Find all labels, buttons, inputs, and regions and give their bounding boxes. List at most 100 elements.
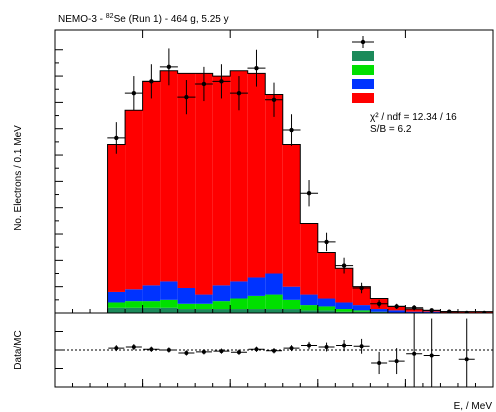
x-axis-label: E, / MeV [454, 401, 493, 412]
ratio-point-4 [184, 350, 189, 355]
ratio-y-axis [55, 331, 63, 369]
bar-internal-bgs-17 [405, 311, 423, 313]
bar-external-bgs-15 [370, 311, 388, 313]
bar-2-signal-8 [247, 73, 266, 278]
bar-internal-bgs-16 [387, 310, 406, 313]
bar-radon-bgs-1 [125, 301, 143, 308]
bar-external-bgs-11 [300, 310, 318, 313]
bar-external-bgs-13 [335, 311, 353, 313]
bar-radon-bgs-7 [230, 298, 248, 310]
data-point-11 [306, 191, 312, 196]
bar-radon-bgs-0 [107, 302, 126, 308]
ratio-point-14 [359, 344, 364, 349]
bar-2-signal-13 [335, 268, 353, 303]
bar-2-signal-11 [300, 223, 318, 295]
ratio-point-16 [394, 359, 399, 364]
ratio-point-17 [412, 351, 417, 356]
ratio-point-10 [289, 346, 294, 351]
ratio-points-group [108, 313, 475, 387]
legend-swatch-2 [352, 65, 374, 75]
bar-internal-bgs-9 [265, 273, 283, 295]
data-point-14 [359, 285, 364, 291]
ratio-point-1 [131, 345, 136, 350]
stacked-bars-group [107, 70, 493, 313]
bar-radon-bgs-14 [352, 310, 371, 312]
bar-radon-bgs-8 [247, 295, 266, 310]
bar-external-bgs-7 [230, 309, 248, 313]
data-point-3 [166, 64, 172, 70]
bar-radon-bgs-4 [177, 303, 196, 310]
bar-radon-bgs-12 [317, 306, 336, 311]
bar-internal-bgs-13 [335, 302, 353, 310]
bar-2-signal-7 [230, 70, 248, 282]
bar-internal-bgs-10 [282, 286, 301, 300]
legend [352, 36, 374, 103]
data-point-12 [324, 239, 329, 245]
bar-2-signal-14 [352, 286, 371, 306]
bar-internal-bgs-6 [212, 285, 231, 302]
bar-radon-bgs-10 [282, 299, 301, 310]
bar-radon-bgs-9 [265, 294, 283, 310]
bar-2-signal-3 [160, 70, 178, 282]
ratio-point-18 [429, 353, 434, 358]
bar-radon-bgs-6 [212, 301, 231, 310]
main-y-axis-label: No. Electrons / 0.1 MeV [13, 125, 24, 231]
data-point-9 [271, 97, 277, 102]
bar-internal-bgs-5 [195, 294, 213, 304]
ratio-point-12 [324, 345, 329, 350]
ratio-point-13 [342, 343, 347, 348]
bar-external-bgs-2 [142, 307, 161, 313]
bar-2-signal-1 [125, 110, 143, 290]
bar-internal-bgs-7 [230, 281, 248, 299]
bar-internal-bgs-12 [317, 298, 336, 307]
bar-external-bgs-0 [107, 307, 126, 313]
bar-internal-bgs-14 [352, 305, 371, 311]
ratio-point-7 [236, 350, 241, 355]
bar-radon-bgs-3 [160, 299, 178, 308]
ratio-point-5 [201, 349, 206, 354]
bar-external-bgs-9 [265, 309, 283, 313]
bar-internal-bgs-4 [177, 287, 196, 304]
data-point-8 [254, 65, 259, 71]
bar-2-signal-6 [212, 76, 231, 286]
bar-2-signal-2 [142, 81, 161, 286]
data-point-2 [149, 79, 154, 84]
sb-label: S/B = 6.2 [370, 124, 412, 135]
main-y-axis [55, 49, 63, 301]
data-point-17 [411, 305, 417, 310]
chart-title: NEMO-3 - 82Se (Run 1) - 464 g, 5.25 y [58, 13, 229, 25]
bar-external-bgs-3 [160, 307, 178, 313]
bar-2-signal-12 [317, 252, 336, 299]
bar-external-bgs-1 [125, 307, 143, 313]
data-point-18 [429, 308, 434, 313]
data-point-13 [341, 263, 347, 268]
bar-internal-bgs-0 [107, 291, 126, 303]
ratio-point-9 [272, 348, 276, 353]
bar-internal-bgs-2 [142, 285, 161, 302]
ratio-y-axis-label: Data/MC [13, 330, 24, 369]
legend-swatch-1 [352, 51, 374, 61]
data-point-0 [114, 135, 119, 141]
bar-radon-bgs-2 [142, 301, 161, 308]
bar-2-signal-5 [195, 73, 213, 295]
bar-internal-bgs-3 [160, 281, 178, 300]
data-point-10 [289, 127, 294, 133]
data-point-5 [201, 81, 207, 87]
bar-external-bgs-14 [352, 311, 371, 313]
ratio-point-2 [149, 347, 154, 352]
data-point-1 [131, 90, 137, 96]
bar-2-signal-10 [282, 144, 301, 287]
ratio-point-3 [166, 348, 171, 352]
bar-external-bgs-12 [317, 310, 336, 313]
legend-swatch-4 [352, 93, 374, 103]
chi2-label: χ² / ndf = 12.34 / 16 [370, 112, 457, 123]
data-point-15 [376, 301, 382, 306]
data-point-6 [219, 79, 224, 84]
bar-radon-bgs-11 [300, 305, 318, 311]
bar-2-signal-0 [107, 144, 126, 292]
data-point-4 [184, 94, 189, 100]
ratio-point-11 [307, 343, 312, 348]
bar-internal-bgs-11 [300, 294, 318, 306]
bar-external-bgs-8 [247, 309, 266, 313]
bar-2-signal-4 [177, 73, 196, 288]
